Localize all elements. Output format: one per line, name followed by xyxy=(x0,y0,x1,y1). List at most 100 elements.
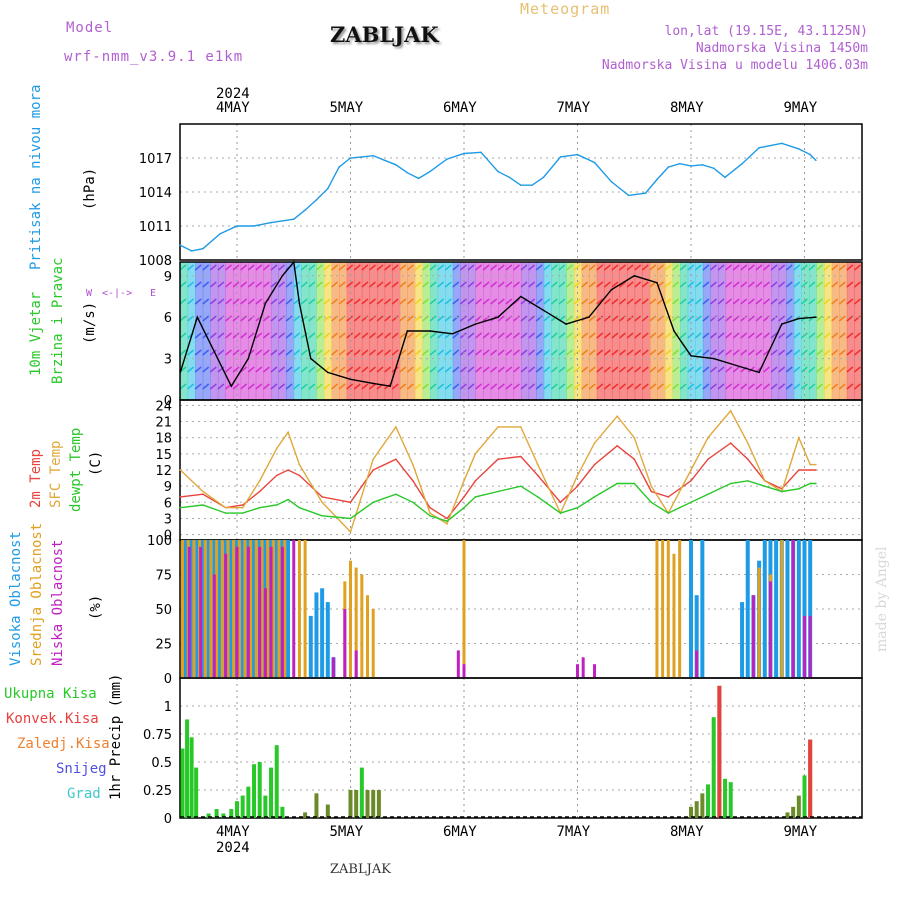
wind-barb xyxy=(649,264,657,271)
precip-bar-total xyxy=(348,790,353,818)
wind-barb xyxy=(331,349,339,356)
wind-barb xyxy=(800,298,808,305)
wind-barb xyxy=(262,349,270,356)
wind-barb xyxy=(459,349,467,356)
wind-barb xyxy=(778,264,786,271)
precip-bar-total xyxy=(791,806,796,818)
wind-barb xyxy=(505,264,513,271)
wind-barb xyxy=(217,349,225,356)
wind-barb xyxy=(702,383,710,390)
wind-barb xyxy=(785,315,793,322)
precip-bar-total xyxy=(802,775,807,818)
wind-barb xyxy=(475,366,483,373)
wind-barb xyxy=(262,281,270,288)
footer-station: ZABLJAK xyxy=(330,862,391,877)
temp-point xyxy=(179,496,182,498)
wind-barb xyxy=(353,349,361,356)
wind-barb xyxy=(437,349,445,356)
wind-barb-band xyxy=(702,262,711,400)
wind-barb xyxy=(338,349,346,356)
wind-barb xyxy=(565,366,573,373)
wind-point xyxy=(264,302,267,305)
wind-barb xyxy=(550,383,558,390)
wind-barb xyxy=(611,366,619,373)
wind-barb-band xyxy=(846,262,855,400)
wind-barb-band xyxy=(210,262,219,400)
wind-barb-band xyxy=(475,262,484,400)
wind-barb xyxy=(565,281,573,288)
cloud-bar-high xyxy=(314,592,319,678)
wind-barb xyxy=(255,298,263,305)
wind-barb xyxy=(490,332,498,339)
wind-barb xyxy=(300,298,308,305)
pressure-point xyxy=(236,225,238,227)
wind-barb xyxy=(300,366,308,373)
wind-barb xyxy=(732,332,740,339)
wind-barb xyxy=(550,264,558,271)
wind-barb xyxy=(656,383,664,390)
wind-barb xyxy=(785,349,793,356)
wind-barb-band xyxy=(687,262,696,400)
wind-barb xyxy=(444,383,452,390)
temp-point xyxy=(650,490,653,493)
cloud-bar-low xyxy=(791,540,795,678)
y-tick-label: 0.5 xyxy=(151,756,172,771)
precip-label-hail: Grad xyxy=(67,786,101,802)
wind-barb xyxy=(656,366,664,373)
wind-barb xyxy=(224,298,232,305)
wind-barb xyxy=(194,332,202,339)
temp-point xyxy=(202,504,204,506)
pressure-point xyxy=(304,209,306,211)
temp-point xyxy=(429,512,431,514)
wind-barb-band xyxy=(263,262,272,400)
wind-barb xyxy=(672,349,680,356)
wind-barb xyxy=(331,281,339,288)
y-tick-label: 1014 xyxy=(139,186,172,201)
wind-barb xyxy=(543,349,551,356)
cloud-bar-low xyxy=(462,664,466,678)
cloud-bar-low xyxy=(258,546,262,678)
wind-barb xyxy=(406,264,414,271)
wind-barb-band xyxy=(460,262,469,400)
temp-point xyxy=(690,469,692,471)
wind-barb xyxy=(725,383,733,390)
wind-barb xyxy=(543,298,551,305)
precip-bar-total xyxy=(303,812,308,818)
pressure-point xyxy=(758,147,760,149)
precip-bar-total xyxy=(252,764,257,818)
wind-barb xyxy=(641,298,649,305)
wind-point xyxy=(389,385,392,388)
wind-barb xyxy=(725,332,733,339)
wind-barb xyxy=(732,349,740,356)
wind-barb xyxy=(376,264,384,271)
wind-barb xyxy=(179,281,187,288)
wind-barb-band xyxy=(369,262,378,400)
wind-barb xyxy=(391,349,399,356)
precip-label-conv: Konvek.Kisa xyxy=(6,711,99,727)
wind-barb-band xyxy=(187,262,196,400)
temp-point xyxy=(349,517,352,520)
wind-barb xyxy=(482,281,490,288)
wind-barb xyxy=(475,298,483,305)
cloud-bar-low xyxy=(280,546,284,678)
pressure-point xyxy=(202,247,204,250)
wind-barb xyxy=(596,281,604,288)
wind-barb-band xyxy=(543,262,552,400)
wind-barb xyxy=(187,264,195,271)
wind-barb xyxy=(399,281,407,288)
pressure-point xyxy=(798,148,800,150)
wind-barb xyxy=(656,349,664,356)
wind-barb xyxy=(846,298,854,305)
wind-barb xyxy=(581,298,589,305)
y-tick-label: 6 xyxy=(164,311,172,326)
wind-barb xyxy=(179,349,187,356)
wind-barb xyxy=(641,281,649,288)
wind-barb-band xyxy=(619,262,628,400)
cloud-bar-mid xyxy=(209,540,213,678)
temp-point xyxy=(809,482,811,485)
wind-barb xyxy=(816,264,824,271)
temp-point xyxy=(241,512,244,514)
temp-point xyxy=(395,426,397,428)
wind-barb xyxy=(217,264,225,271)
wind-barb xyxy=(384,349,392,356)
